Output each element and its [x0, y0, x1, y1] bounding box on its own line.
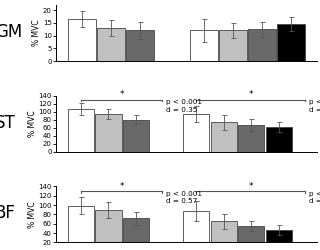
Bar: [68, 19, 96, 61]
Bar: [266, 127, 292, 152]
Bar: [68, 206, 94, 250]
Text: p < 0.001
d = 0.74: p < 0.001 d = 0.74: [309, 191, 320, 204]
Text: p < 0.001
d = 0.57: p < 0.001 d = 0.57: [166, 191, 203, 204]
Text: BF: BF: [0, 204, 16, 222]
Text: GM: GM: [0, 23, 22, 41]
Text: *: *: [248, 90, 253, 100]
Bar: [183, 114, 210, 152]
Bar: [97, 28, 125, 61]
Bar: [123, 218, 149, 250]
Text: p < 0.001
d = 0.82: p < 0.001 d = 0.82: [309, 100, 320, 113]
Y-axis label: % MVC: % MVC: [28, 110, 37, 137]
Text: p < 0.001
d = 0.35: p < 0.001 d = 0.35: [166, 100, 203, 113]
Bar: [211, 222, 237, 250]
Bar: [266, 230, 292, 250]
Bar: [248, 29, 276, 61]
Bar: [183, 211, 210, 250]
Bar: [219, 30, 247, 61]
Bar: [238, 125, 264, 152]
Bar: [238, 226, 264, 250]
Text: ST: ST: [0, 114, 15, 132]
Text: *: *: [248, 182, 253, 191]
Bar: [123, 120, 149, 152]
Bar: [95, 114, 122, 152]
Bar: [126, 30, 154, 61]
Bar: [68, 109, 94, 152]
Text: *: *: [119, 90, 124, 100]
Bar: [190, 30, 218, 61]
Y-axis label: % MVC: % MVC: [32, 20, 42, 46]
Bar: [277, 24, 305, 61]
Bar: [95, 210, 122, 250]
Text: *: *: [119, 182, 124, 191]
Bar: [211, 122, 237, 152]
Y-axis label: % MVC: % MVC: [28, 201, 37, 228]
